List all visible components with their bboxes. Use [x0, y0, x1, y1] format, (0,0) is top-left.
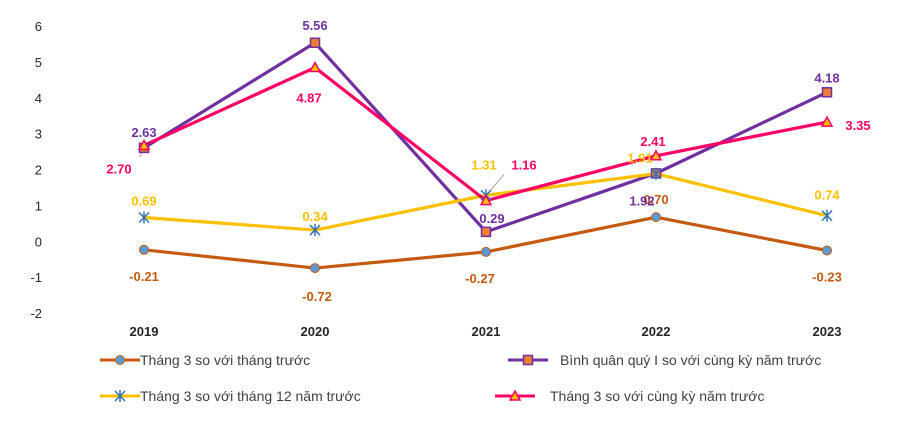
legend-item: Tháng 3 so với tháng trước [100, 352, 310, 368]
legend: Tháng 3 so với tháng trước Bình quân quý … [100, 352, 821, 404]
legend-label: Tháng 3 so với tháng trước [140, 352, 310, 368]
data-point-marker [822, 245, 832, 256]
data-label: -0.23 [812, 270, 842, 285]
legend-item: Bình quân quý I so với cùng kỳ năm trước [508, 352, 821, 368]
data-label: 2.63 [131, 125, 156, 140]
data-point-marker [651, 212, 661, 223]
data-label: 2.70 [106, 161, 131, 176]
data-label: 2.41 [640, 134, 665, 149]
y-tick-label: 5 [35, 55, 42, 70]
data-point-marker [138, 211, 150, 224]
x-axis-ticks: 2019 2020 2021 2022 2023 [130, 324, 842, 339]
series-markers [137, 37, 834, 274]
data-label: 0.69 [131, 193, 156, 208]
data-point-marker [820, 115, 834, 127]
x-tick-label: 2022 [642, 324, 671, 339]
data-point-marker [508, 389, 522, 401]
data-labels: -0.21 -0.72 -0.27 0.70 -0.23 2.63 5.56 0.29 1.92… [106, 18, 870, 304]
series-line [142, 65, 829, 203]
data-point-marker [821, 209, 833, 222]
y-axis-ticks: 6 5 4 3 2 1 0 -1 -2 [30, 19, 42, 321]
data-label: 4.18 [814, 70, 839, 85]
data-point-marker [139, 244, 149, 255]
y-tick-label: 3 [35, 127, 42, 142]
y-tick-label: -1 [30, 270, 42, 285]
data-point-marker [480, 226, 492, 238]
data-point-marker [481, 246, 491, 257]
data-label: 4.87 [296, 91, 321, 106]
y-tick-label: -2 [30, 306, 42, 321]
data-label: 0.74 [814, 188, 840, 203]
data-point-marker [649, 149, 663, 161]
x-tick-label: 2019 [130, 324, 159, 339]
x-tick-label: 2020 [301, 324, 330, 339]
legend-item: Tháng 3 so với tháng 12 năm trước [100, 388, 361, 404]
data-label: 0.34 [302, 209, 328, 224]
data-point-marker [479, 194, 493, 206]
legend-label: Bình quân quý I so với cùng kỳ năm trước [560, 352, 821, 368]
data-point-marker [114, 390, 126, 402]
y-tick-label: 4 [35, 91, 42, 106]
data-label: 1.91 [627, 151, 652, 166]
data-point-marker [115, 355, 125, 365]
legend-label: Tháng 3 so với tháng 12 năm trước [140, 388, 361, 404]
data-label: 0.29 [479, 211, 504, 226]
data-point-marker [522, 354, 534, 366]
x-tick-label: 2023 [813, 324, 842, 339]
data-label: 1.16 [511, 158, 536, 173]
data-point-marker [309, 224, 321, 237]
data-label: 3.35 [845, 118, 870, 133]
data-point-marker [821, 87, 833, 98]
data-label: 1.31 [471, 157, 496, 172]
data-point-marker [308, 60, 322, 73]
data-point-marker [650, 167, 662, 180]
data-label: 1.92 [629, 193, 654, 208]
data-label: 0.70 [643, 192, 668, 207]
legend-label: Tháng 3 so với cùng kỳ năm trước [550, 388, 764, 404]
data-point-marker [309, 37, 321, 49]
data-label: -0.72 [302, 289, 332, 304]
data-point-marker [137, 138, 151, 151]
y-tick-label: 1 [35, 198, 42, 213]
y-tick-label: 0 [35, 234, 42, 249]
data-label: -0.21 [129, 269, 159, 284]
y-tick-label: 6 [35, 19, 42, 34]
data-point-marker [310, 263, 320, 274]
y-tick-label: 2 [35, 163, 42, 178]
data-label: -0.27 [465, 271, 495, 286]
data-label: 5.56 [302, 18, 327, 33]
legend-item: Tháng 3 so với cùng kỳ năm trước [495, 388, 764, 404]
x-tick-label: 2021 [472, 324, 501, 339]
